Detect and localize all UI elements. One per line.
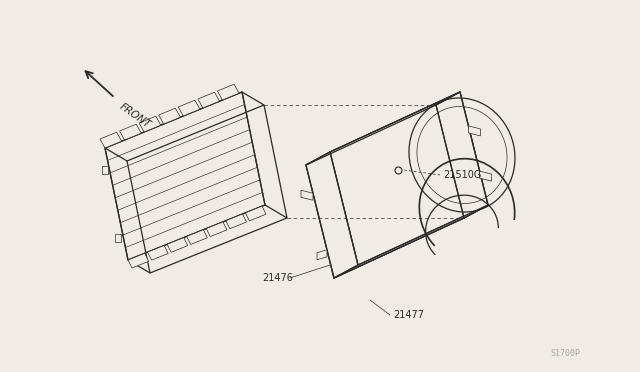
Polygon shape (187, 230, 207, 244)
Polygon shape (167, 238, 188, 252)
Polygon shape (306, 105, 464, 278)
Polygon shape (330, 92, 488, 265)
Polygon shape (306, 152, 358, 278)
Polygon shape (218, 84, 239, 100)
Text: S1700P: S1700P (550, 349, 580, 358)
Polygon shape (159, 108, 180, 124)
Text: 21510G: 21510G (443, 170, 481, 180)
Polygon shape (198, 92, 220, 108)
Text: 21477: 21477 (393, 310, 424, 320)
Polygon shape (120, 124, 141, 140)
Polygon shape (479, 171, 492, 181)
Polygon shape (148, 246, 168, 260)
Polygon shape (100, 132, 122, 148)
Text: FRONT: FRONT (118, 101, 153, 129)
Polygon shape (105, 92, 265, 260)
Polygon shape (436, 92, 488, 218)
Polygon shape (102, 166, 108, 174)
Polygon shape (128, 253, 148, 268)
Polygon shape (317, 250, 327, 260)
Polygon shape (226, 214, 246, 229)
Polygon shape (334, 205, 488, 278)
Text: 21476: 21476 (262, 273, 293, 283)
Polygon shape (245, 206, 266, 221)
Polygon shape (306, 92, 460, 165)
Polygon shape (179, 100, 200, 116)
Polygon shape (115, 234, 122, 241)
Polygon shape (206, 222, 227, 237)
Polygon shape (139, 116, 161, 132)
Polygon shape (468, 126, 481, 136)
Polygon shape (301, 190, 313, 200)
